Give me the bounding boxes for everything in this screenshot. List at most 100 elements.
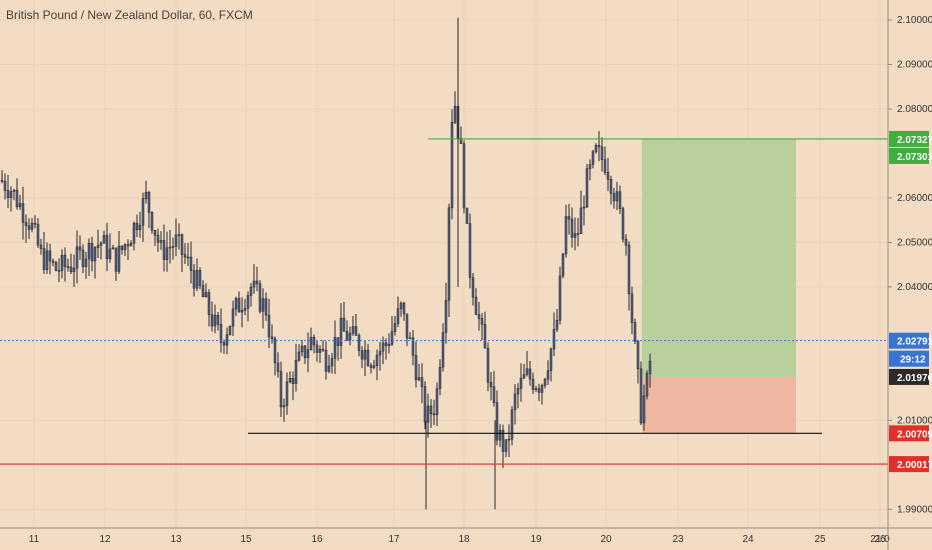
candle-body xyxy=(546,370,550,380)
candle-body xyxy=(123,244,127,250)
candle-body xyxy=(378,350,382,356)
candle-body xyxy=(576,233,580,235)
candle-body xyxy=(105,235,109,260)
candle-body xyxy=(237,298,241,313)
candle-body xyxy=(594,145,598,152)
candle-body xyxy=(549,348,553,371)
candle-body xyxy=(195,270,199,289)
candle-body xyxy=(6,190,10,198)
candle-body xyxy=(96,245,100,248)
candle-body xyxy=(519,377,523,389)
candle-body xyxy=(12,189,16,192)
candle-body xyxy=(3,181,7,191)
candle-body xyxy=(489,381,493,388)
candle-body xyxy=(513,393,517,411)
candle-body xyxy=(9,191,13,198)
y-tick-label: 2.09000 xyxy=(897,59,932,70)
position-zones xyxy=(642,138,796,434)
candle-body xyxy=(414,355,418,381)
candle-body xyxy=(273,338,277,364)
candle-body xyxy=(264,298,268,316)
y-tick-label: 2.05000 xyxy=(897,237,932,248)
y-tick-label: 2.08000 xyxy=(897,104,932,115)
candle-body xyxy=(597,145,601,148)
y-tick-label: 2.06000 xyxy=(897,193,932,204)
candle-body xyxy=(351,326,355,334)
candle-body xyxy=(393,323,397,332)
candle-body xyxy=(156,234,160,243)
candle-body xyxy=(234,298,238,310)
candle-body xyxy=(480,318,484,325)
candle-body xyxy=(168,246,172,249)
candle-body xyxy=(324,349,328,372)
y-tick-label: 2.10000 xyxy=(897,15,932,26)
candle-body xyxy=(582,206,586,209)
candle-body xyxy=(294,359,298,384)
x-tick-label: 13 xyxy=(170,534,182,545)
candle-body xyxy=(387,343,391,346)
candle-body xyxy=(162,240,166,260)
candle-body xyxy=(588,164,592,169)
candle-body xyxy=(450,122,454,209)
candle-body xyxy=(327,365,331,372)
price-tag-label: 2.02791 xyxy=(897,337,932,348)
candle-body xyxy=(207,292,211,316)
candle-body xyxy=(27,225,31,230)
candle-body xyxy=(423,386,427,423)
x-tick-label: 26 xyxy=(874,534,886,545)
candle-body xyxy=(591,151,595,165)
candle-body xyxy=(492,386,496,403)
candle-body xyxy=(552,329,556,350)
candle-body xyxy=(483,324,487,349)
candle-body xyxy=(48,250,52,262)
candle-body xyxy=(60,254,64,271)
candle-body xyxy=(171,246,175,248)
candle-body xyxy=(282,405,286,408)
candle-body xyxy=(90,242,94,262)
candle-body xyxy=(561,253,565,277)
candle-body xyxy=(177,234,181,236)
candle-body xyxy=(408,337,412,340)
candle-body xyxy=(417,377,421,381)
candle-body xyxy=(126,244,130,247)
candle-body xyxy=(516,388,520,395)
price-tag-label: 2.07327 xyxy=(897,135,932,146)
candle-body xyxy=(381,342,385,352)
candle-body xyxy=(504,439,508,452)
candle-body xyxy=(201,285,205,298)
y-tick-label: 2.01000 xyxy=(897,415,932,426)
candle-body xyxy=(432,413,436,416)
candle-body xyxy=(615,191,619,202)
candle-body xyxy=(330,358,334,367)
candle-body xyxy=(159,240,163,243)
candle-body xyxy=(477,314,481,319)
x-tick-label: 20 xyxy=(600,534,612,545)
candle-body xyxy=(135,222,139,230)
candle-body xyxy=(321,348,325,351)
candle-body xyxy=(51,260,55,263)
candle-body xyxy=(180,234,184,255)
candle-body xyxy=(87,242,91,260)
x-tick-label: 18 xyxy=(458,534,470,545)
x-tick-label: 17 xyxy=(388,534,400,545)
candle-body xyxy=(540,385,544,393)
x-tick-label: 21:0 xyxy=(870,534,890,545)
candle-body xyxy=(564,216,568,255)
candle-body xyxy=(231,308,235,327)
candle-body xyxy=(621,208,625,240)
candle-body xyxy=(276,362,280,372)
candle-body xyxy=(426,405,430,423)
x-tick-label: 19 xyxy=(530,534,542,545)
candle-body xyxy=(117,245,121,272)
candle-body xyxy=(54,262,58,271)
price-tag xyxy=(889,332,929,349)
candle-body xyxy=(627,244,631,295)
candle-body xyxy=(198,270,202,286)
countdown-tag xyxy=(889,350,929,367)
candle-body xyxy=(246,295,250,309)
candle-body xyxy=(447,207,451,301)
candle-body xyxy=(252,280,256,288)
candle-body xyxy=(435,388,439,416)
x-tick-label: 25 xyxy=(814,534,826,545)
